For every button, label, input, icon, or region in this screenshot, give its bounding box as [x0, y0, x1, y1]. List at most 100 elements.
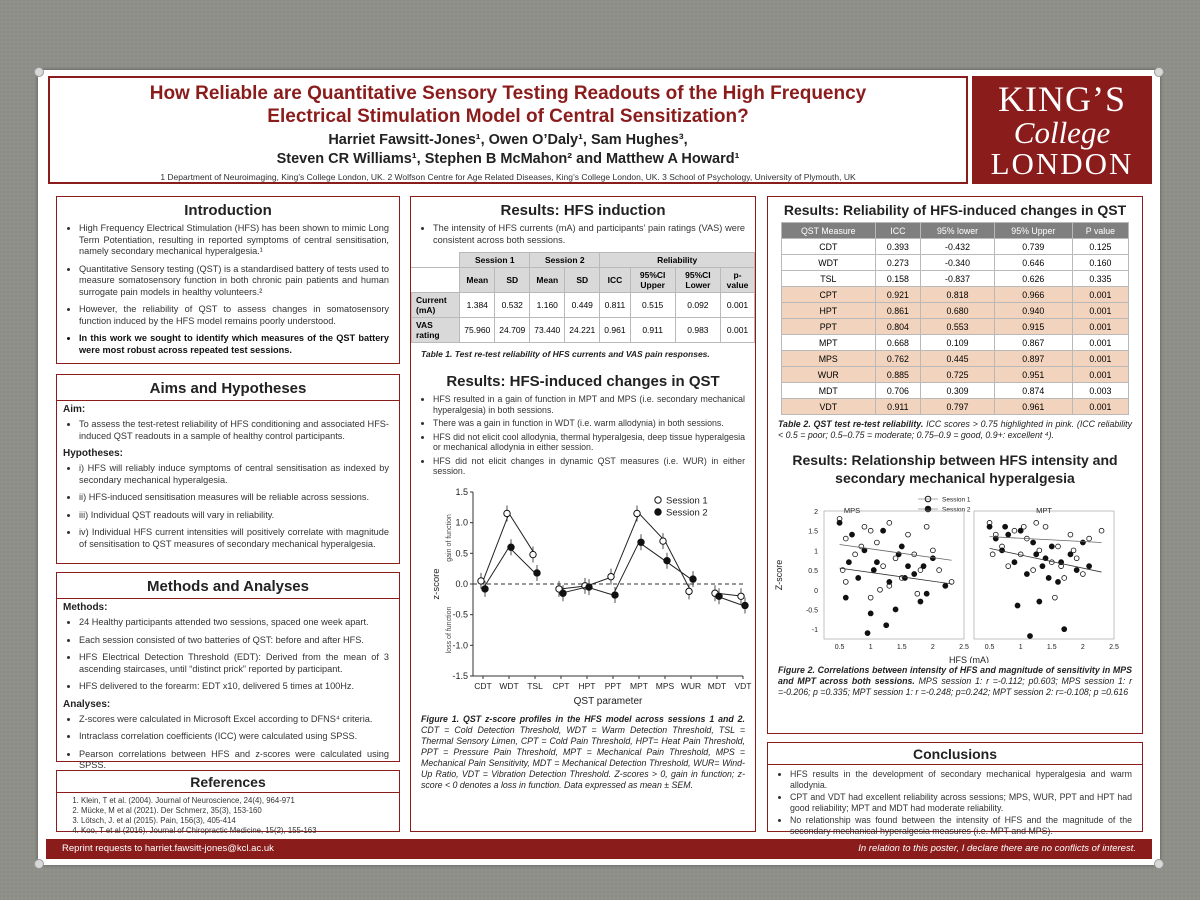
data-point-session-2	[715, 592, 723, 600]
scatter-point-session-2	[1017, 527, 1024, 534]
table-group-header: Reliability	[599, 252, 755, 268]
scatter-point-session-2	[1023, 571, 1030, 577]
table-2-caption-title: Table 2. QST test re-test reliability.	[778, 419, 924, 429]
panel-title: Aims and Hypotheses	[57, 380, 399, 401]
scatter-point-session-1	[1036, 547, 1043, 554]
scatter-point-session-1	[867, 594, 874, 601]
scatter-panel-frame	[973, 510, 1115, 640]
scatter-point-session-2	[886, 578, 893, 585]
table-col-header: SD	[564, 267, 601, 293]
table-col-header: 95% Upper	[993, 222, 1073, 239]
data-point-session-1	[607, 572, 615, 580]
qst-bullets: HFS resulted in a gain of function in MP…	[411, 394, 755, 477]
fit-line-session-1	[989, 536, 1102, 543]
scatter-point-session-1	[917, 567, 924, 573]
table-col-header: p-value	[720, 267, 755, 293]
x-axis-label: QST parameter	[574, 696, 643, 707]
logo-line-1: KING’S	[998, 79, 1126, 119]
data-point-session-2	[611, 590, 619, 599]
table-corner	[410, 267, 461, 293]
relationship-title-1: Results: Relationship between HFS intens…	[792, 452, 1118, 468]
scatter-point-session-2	[923, 590, 930, 597]
x-tick-label: 1.5	[1047, 644, 1057, 651]
table-cell: 0.001	[1071, 318, 1130, 335]
scatter-point-session-1	[1067, 531, 1074, 538]
scatter-point-session-1	[1052, 594, 1058, 601]
fit-line-session-1	[839, 544, 952, 561]
scatter-point-session-1	[911, 551, 918, 558]
table-row: MPS 0.762 0.445 0.897 0.001	[781, 350, 1130, 367]
x-tick-label: 1	[1019, 644, 1023, 651]
methods-bullets: 24 Healthy participants attended two ses…	[57, 617, 399, 693]
references-list: Klein, T et al. (2004). Journal of Neuro…	[57, 796, 399, 836]
data-point-session-2	[741, 601, 749, 609]
table-cell: 0.001	[1071, 334, 1130, 351]
bullet: To assess the test-retest reliability of…	[79, 419, 389, 442]
x-tick-label: MDT	[708, 681, 726, 691]
qst-measure-cell: TSL	[781, 270, 876, 287]
data-point-session-1	[659, 536, 667, 545]
scatter-point-session-1	[1011, 527, 1018, 534]
scatter-point-session-1	[1005, 563, 1012, 569]
x-tick-label: PPT	[605, 681, 622, 691]
y-tick-label: -0.5	[452, 609, 468, 619]
authors-line-1: Harriet Fawsitt-Jones¹, Owen O’Daly¹, Sa…	[328, 132, 688, 148]
scatter-point-session-2	[986, 523, 993, 530]
panel-title: Results: Relationship between HFS intens…	[768, 451, 1142, 487]
scatter-point-session-1	[892, 555, 899, 562]
scatter-point-session-1	[1033, 520, 1040, 526]
table-cell: 0.966	[993, 286, 1073, 303]
bullet: Intraclass correlation coefficients (ICC…	[79, 731, 389, 743]
x-tick-label: 2	[1081, 644, 1085, 651]
data-point-session-2	[585, 582, 593, 591]
scatter-point-session-1	[877, 586, 883, 593]
methods-label: Methods:	[63, 602, 108, 613]
qst-measure-cell: WUR	[781, 366, 876, 383]
scatter-point-session-2	[898, 543, 905, 550]
scatter-point-session-2	[942, 582, 949, 589]
aims-panel: Aims and Hypotheses Aim: To assess the t…	[56, 374, 400, 564]
table-cell: 0.915	[993, 318, 1073, 335]
data-point-session-1	[633, 509, 641, 517]
bullet: HFS results in the development of second…	[790, 769, 1132, 790]
figure-1-chart: 1.5 1.0 0.5 0.0 -0.5 -1.0 -1.5 CDT WDT TSL CPT HPT P…	[431, 487, 752, 707]
scatter-point-session-1	[948, 579, 955, 585]
table-row: CPT 0.921 0.818 0.966 0.001	[781, 286, 1130, 303]
aim-bullets: To assess the test-retest reliability of…	[57, 419, 399, 442]
scatter-point-session-2	[1005, 531, 1012, 538]
figure-1-caption: Figure 1. QST z-score profiles in the HF…	[411, 710, 755, 795]
scatter-point-session-2	[1039, 563, 1046, 570]
table-cell: 0.553	[920, 318, 995, 335]
scatter-point-session-1	[905, 531, 911, 538]
scatter-point-session-2	[864, 630, 871, 636]
legend-marker	[654, 507, 662, 516]
x-tick-label: MPS	[656, 681, 675, 691]
y-tick-label: 0.0	[455, 579, 468, 589]
scatter-point-session-2	[880, 527, 887, 534]
scatter-point-session-2	[867, 610, 874, 617]
table-cell: 0.874	[993, 382, 1073, 399]
table-cell: 0.983	[674, 317, 722, 343]
scatter-point-session-1	[1086, 535, 1092, 542]
scatter-point-session-2	[1079, 539, 1086, 546]
data-point-session-2	[689, 574, 697, 583]
pin-icon	[1154, 67, 1164, 77]
table-cell: 0.393	[874, 238, 922, 255]
aim-label: Aim:	[63, 404, 86, 415]
y-tick-label: 2	[814, 509, 818, 516]
y-axis-label: Z-score	[774, 560, 784, 591]
table-cell: 1.160	[529, 292, 566, 318]
scatter-point-session-1	[936, 567, 942, 573]
table-cell: 73.440	[529, 317, 566, 343]
scatter-point-session-2	[836, 519, 843, 526]
scatter-point-session-2	[1014, 602, 1021, 609]
table-col-header: QST Measure	[781, 222, 876, 239]
table-cell: 0.092	[674, 292, 722, 318]
table-cell: 0.911	[629, 317, 676, 343]
qst-measure-cell: VDT	[781, 398, 876, 415]
x-tick-label: 1	[869, 644, 873, 651]
y-tick-label: 1.0	[455, 517, 468, 527]
table-1: Session 1 Session 2 Reliability Mean SD …	[410, 252, 755, 343]
bullet: The intensity of HFS currents (mA) and p…	[433, 223, 745, 246]
scatter-point-session-2	[845, 559, 852, 566]
